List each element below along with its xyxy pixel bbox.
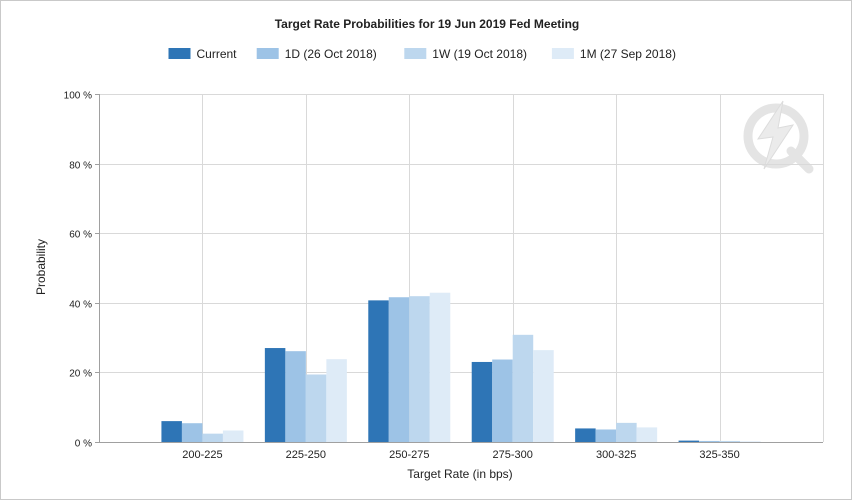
- bar-200-225-series-3: [222, 430, 244, 442]
- y-tick-label: 20 %: [69, 369, 92, 380]
- bar-325-350-series-3: [740, 441, 761, 442]
- legend-label: 1M (27 Sep 2018): [580, 47, 676, 61]
- y-axis-label: Probability: [34, 239, 48, 295]
- legend-item-0: Current: [168, 47, 238, 61]
- x-tick-labels: 200-225 225-250 250-275 275-300 300-325 325-3…: [182, 449, 740, 461]
- bar-300-325-series-3: [636, 427, 658, 442]
- y-tick-label: 40 %: [69, 300, 92, 311]
- legend-label: 1D (26 Oct 2018): [285, 47, 377, 61]
- y-tick-label: 60 %: [69, 230, 92, 241]
- legend: Current 1D (26 Oct 2018) 1W (19 Oct 2018) 1…: [168, 47, 676, 61]
- bar-225-250-series-2: [305, 374, 327, 442]
- bar-275-300-series-0: [471, 361, 493, 442]
- x-tick-label: 325-350: [699, 449, 739, 461]
- bar-300-325-series-2: [616, 422, 637, 442]
- bar-300-325-series-1: [595, 429, 617, 442]
- x-tick-label: 200-225: [182, 449, 222, 461]
- x-tick-label: 250-275: [389, 449, 429, 461]
- legend-label: Current: [197, 47, 238, 61]
- y-tick-label: 80 %: [69, 161, 92, 172]
- legend-item-3: 1M (27 Sep 2018): [551, 47, 676, 61]
- x-tick-label: 225-250: [286, 449, 326, 461]
- legend-label: 1W (19 Oct 2018): [432, 47, 527, 61]
- legend-swatch: [404, 48, 427, 59]
- legend-swatch: [256, 48, 279, 59]
- axes: [99, 94, 823, 443]
- y-tick-label: 100 %: [64, 91, 92, 102]
- bar-250-275-series-1: [388, 297, 410, 442]
- legend-item-2: 1W (19 Oct 2018): [404, 47, 527, 61]
- bar-275-300-series-2: [512, 334, 534, 442]
- bar-225-250-series-1: [285, 351, 306, 442]
- y-tick-labels: 0 % 20 % 40 % 60 % 80 % 100 %: [64, 91, 92, 450]
- legend-swatch: [551, 48, 574, 59]
- bar-200-225-series-0: [161, 421, 182, 442]
- bar-250-275-series-2: [409, 296, 430, 442]
- bar-225-250-series-3: [326, 359, 347, 442]
- bar-200-225-series-1: [181, 423, 203, 442]
- bar-275-300-series-3: [533, 350, 554, 442]
- bars: [161, 292, 761, 442]
- bar-250-275-series-3: [429, 292, 451, 442]
- bar-325-350-series-0: [678, 440, 700, 442]
- watermark-logo-icon: [743, 100, 814, 174]
- legend-item-1: 1D (26 Oct 2018): [256, 47, 377, 61]
- gridlines: [95, 94, 824, 443]
- bar-300-325-series-0: [575, 428, 596, 442]
- legend-swatch: [168, 48, 191, 59]
- bar-250-275-series-0: [368, 300, 389, 442]
- bar-325-350-series-2: [719, 440, 741, 442]
- x-tick-label: 300-325: [596, 449, 636, 461]
- bar-225-250-series-0: [264, 348, 286, 442]
- bar-325-350-series-1: [699, 440, 720, 442]
- bar-200-225-series-2: [202, 433, 223, 442]
- y-tick-label: 0 %: [75, 439, 92, 450]
- x-axis-label: Target Rate (in bps): [407, 467, 512, 481]
- x-tick-label: 275-300: [493, 449, 533, 461]
- bar-275-300-series-1: [492, 359, 513, 442]
- chart-title: Target Rate Probabilities for 19 Jun 201…: [275, 17, 580, 31]
